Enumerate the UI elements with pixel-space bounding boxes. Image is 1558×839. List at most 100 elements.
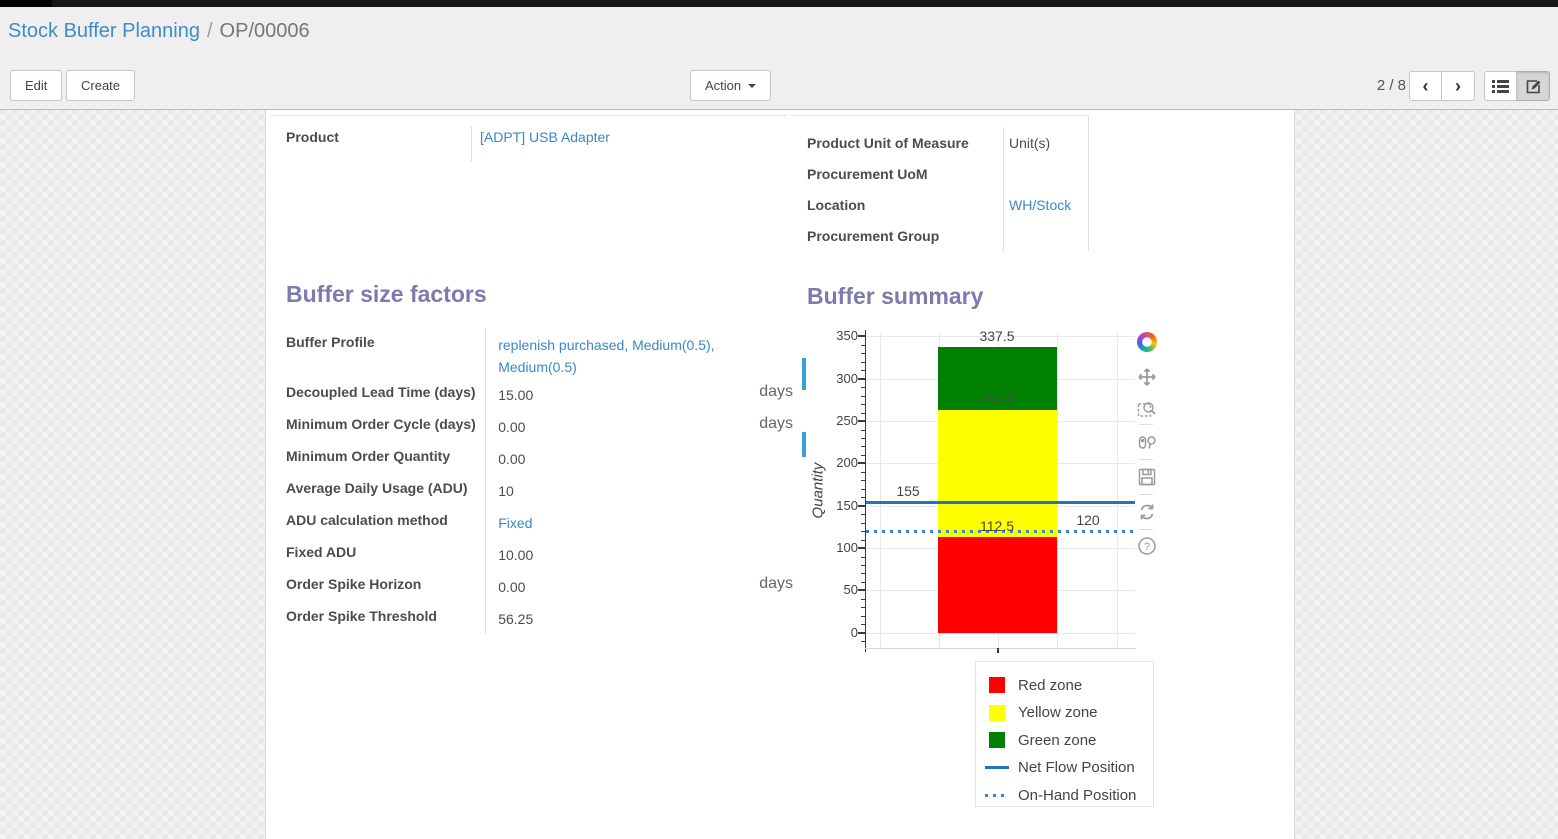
swatch-shape <box>989 677 1005 693</box>
chart-plot-area[interactable]: 0 50 100 150 200 250 300 350 337.5 262.5 112.5 155 1… <box>836 328 1136 653</box>
modebar-separator <box>1139 424 1153 425</box>
uom-field-group: Product Unit of Measure Procurement UoM Lo… <box>791 115 1089 251</box>
swatch-shape <box>985 766 1009 769</box>
form-view-button[interactable] <box>1517 71 1550 101</box>
legend-item-green-zone[interactable]: Green zone <box>976 728 1153 752</box>
save-icon[interactable] <box>1136 466 1158 488</box>
legend-item-red-zone[interactable]: Red zone <box>976 673 1153 697</box>
legend-swatch <box>976 704 1018 721</box>
reset-icon[interactable] <box>1136 501 1158 523</box>
field-value: 0.00 <box>498 451 526 467</box>
pan-icon[interactable] <box>1136 366 1158 388</box>
help-icon[interactable]: ? <box>1136 535 1158 557</box>
y-axis-tick <box>861 514 865 516</box>
top-menu-bar <box>0 0 1558 8</box>
y-axis-tick <box>861 598 865 600</box>
legend-item-on-hand-position[interactable]: On-Hand Position <box>976 783 1153 807</box>
chart-annotation: 337.5 <box>979 327 1015 344</box>
field-label: Product Unit of Measure <box>807 134 969 151</box>
compare-hover-icon[interactable] <box>1136 432 1158 454</box>
gridline <box>1057 333 1058 648</box>
product-field-group: Product [ADPT] USB Adapter <box>271 115 787 162</box>
legend-label: On-Hand Position <box>1018 786 1137 804</box>
field-value-link[interactable]: replenish purchased, Medium(0.5), Medium… <box>498 337 715 375</box>
field-label: Fixed ADU <box>286 544 357 560</box>
legend-label: Green zone <box>1018 731 1097 749</box>
y-axis-tick <box>861 370 865 372</box>
legend-swatch <box>976 677 1018 693</box>
chevron-left-icon: ‹ <box>1422 75 1429 96</box>
x-axis-tick <box>997 648 999 653</box>
y-axis-line <box>865 330 866 652</box>
chart-annotation: 155 <box>896 482 920 499</box>
pager-previous-button[interactable]: ‹ <box>1409 71 1442 101</box>
buffer-summary-chart: 0 50 100 150 200 250 300 350 337.5 262.5 112.5 155 1… <box>802 325 1170 660</box>
edit-button[interactable]: Edit <box>10 70 63 101</box>
legend-label: Red zone <box>1018 676 1083 694</box>
gridline <box>880 333 881 648</box>
swatch-shape <box>989 704 1005 721</box>
field-label: Order Spike Horizon <box>286 576 422 592</box>
svg-text:?: ? <box>1144 541 1150 553</box>
field-value: 10.00 <box>498 547 534 563</box>
y-axis-tick <box>861 344 865 346</box>
y-axis-tick <box>861 522 865 524</box>
y-axis-tick <box>861 641 865 643</box>
field-label: Minimum Order Cycle (days) <box>286 416 476 432</box>
bar-segment-yellow-zone[interactable] <box>938 410 1057 538</box>
action-dropdown-button[interactable]: Action <box>690 70 772 101</box>
field-label: Decoupled Lead Time (days) <box>286 384 476 400</box>
chart-y-axis-label: Quantity <box>809 462 827 519</box>
legend-label: Net Flow Position <box>1018 759 1135 776</box>
top-menu-active-segment <box>0 0 52 8</box>
buffer-size-factors-title: Buffer size factors <box>286 281 487 307</box>
x-axis-line <box>865 648 1136 649</box>
legend-item-yellow-zone[interactable]: Yellow zone <box>976 701 1153 725</box>
field-value: 15.00 <box>498 387 534 403</box>
y-axis-tick <box>858 377 865 380</box>
breadcrumb-current: OP/00006 <box>219 20 310 42</box>
box-zoom-icon[interactable] <box>1136 397 1158 419</box>
field-value-link[interactable]: [ADPT] USB Adapter <box>480 129 610 145</box>
y-axis-tick <box>861 438 865 439</box>
y-axis-tick <box>861 556 865 558</box>
modebar-separator <box>1139 529 1153 530</box>
field-label: Minimum Order Quantity <box>286 448 451 464</box>
y-axis-tick <box>861 446 865 448</box>
field-value: 56.25 <box>498 611 534 627</box>
y-axis-tick <box>861 624 865 626</box>
y-axis-tick <box>858 589 865 592</box>
field-value: Unit(s) <box>1009 134 1051 151</box>
modebar-indicator-bar <box>802 432 806 457</box>
pager-counter: 2 / 8 <box>1376 77 1406 94</box>
y-axis-tick <box>861 539 865 541</box>
create-button[interactable]: Create <box>66 70 136 101</box>
list-view-button[interactable] <box>1484 71 1517 101</box>
field-value-link[interactable]: WH/Stock <box>1009 196 1072 213</box>
list-icon <box>1492 79 1509 93</box>
pager-nav: ‹ › <box>1409 71 1475 101</box>
modebar-indicator-bar <box>802 358 806 390</box>
legend-item-net-flow-position[interactable]: Net Flow Position <box>976 756 1153 780</box>
field-label: Location <box>807 196 866 213</box>
field-label: Procurement UoM <box>807 165 928 182</box>
breadcrumb-parent-link[interactable]: Stock Buffer Planning <box>8 20 200 42</box>
gridline <box>1117 333 1118 648</box>
y-axis-tick <box>861 615 865 617</box>
y-axis-tick <box>858 420 865 423</box>
chart-annotation: 262.5 <box>979 391 1015 408</box>
line-net-flow-position[interactable] <box>866 500 1135 504</box>
chevron-right-icon: › <box>1455 75 1461 96</box>
field-value: 0.00 <box>498 419 526 435</box>
chart-annotation: 112.5 <box>980 518 1014 535</box>
field-value-link[interactable]: Fixed <box>498 515 533 531</box>
field-unit-suffix: days <box>759 575 793 592</box>
bar-segment-red-zone[interactable] <box>938 537 1057 633</box>
view-switcher <box>1484 71 1550 101</box>
pager-next-button[interactable]: › <box>1442 71 1475 101</box>
plotly-logo-icon[interactable] <box>1136 331 1158 353</box>
line-on-hand-position[interactable] <box>866 530 1135 534</box>
bar-segment-green-zone[interactable] <box>938 346 1057 411</box>
field-unit-suffix: days <box>759 383 793 400</box>
gridline <box>866 632 1135 634</box>
